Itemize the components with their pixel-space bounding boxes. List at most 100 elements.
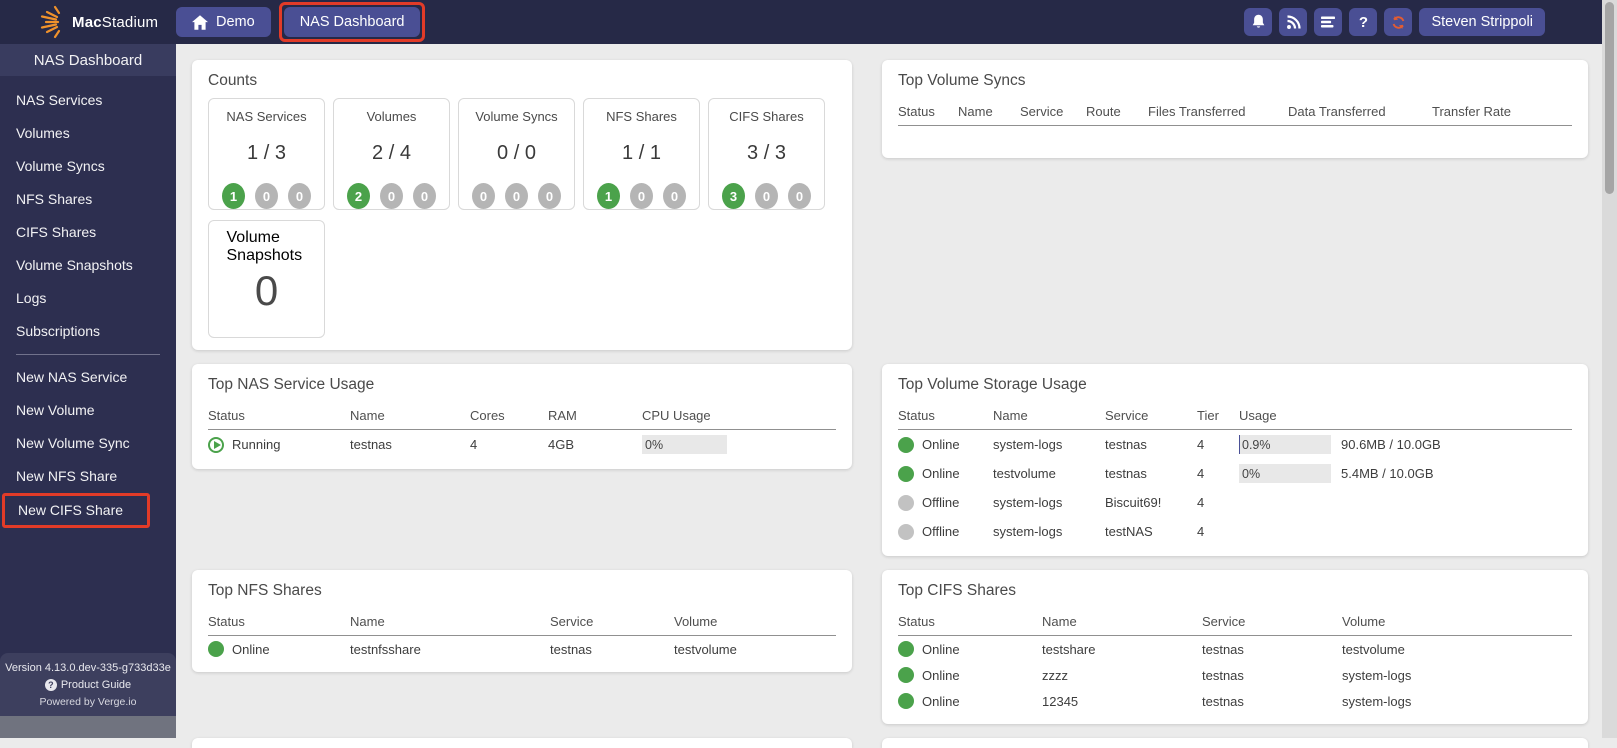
top-cifs-shares-panel: Top CIFS Shares Status Name Service Volume … (882, 570, 1588, 724)
column-header[interactable]: CPU Usage (642, 408, 711, 423)
column-header[interactable]: Usage (1239, 408, 1277, 423)
table-row[interactable]: Online 12345 testnas system-logs (898, 688, 1572, 714)
sidebar-item[interactable]: NFS Shares (16, 191, 93, 207)
nfs-shares-header: Status Name Service Volume (208, 608, 836, 636)
status-icon (898, 667, 914, 683)
nav-tabs: Demo NAS Dashboard (176, 2, 426, 42)
status-icon (898, 523, 914, 540)
nas-usage-body: Running testnas 4 4GB 0% (208, 430, 836, 459)
count-badge: 0 (472, 183, 495, 209)
column-header[interactable]: Status (898, 104, 935, 119)
table-row[interactable]: Offline system-logs testNAS 4 (898, 517, 1572, 546)
sidebar-item[interactable]: Subscriptions (16, 323, 101, 339)
status-icon (898, 494, 914, 511)
sidebar: NAS Dashboard NAS Services Volumes Volume … (0, 44, 176, 738)
table-row[interactable]: Online zzzz testnas system-logs (898, 662, 1572, 688)
nav-right-actions: ? Steven Strippoli (1244, 8, 1545, 36)
status-icon (898, 465, 914, 482)
sidebar-action-item[interactable]: New NAS Service (16, 369, 128, 385)
column-header[interactable]: Service (1105, 408, 1149, 423)
sidebar-item[interactable]: CIFS Shares (16, 224, 97, 240)
column-header[interactable]: Files Transferred (1148, 104, 1246, 119)
brand-text: MacStadium (72, 13, 159, 31)
sidebar-nav-items: NAS Services Volumes Volume Syncs NFS Share… (0, 84, 176, 348)
count-card[interactable]: NFS Shares 1 / 1 1 0 0 (583, 98, 700, 210)
starburst-icon (38, 5, 68, 39)
column-header[interactable]: Data Transferred (1288, 104, 1386, 119)
count-card[interactable]: Volumes 2 / 4 2 0 0 (333, 98, 450, 210)
column-header[interactable]: Name (350, 408, 385, 423)
next-panel-edge-right (882, 738, 1588, 748)
column-header[interactable]: Status (208, 408, 245, 423)
column-header[interactable]: Service (1020, 104, 1064, 119)
top-cifs-shares-title: Top CIFS Shares (898, 582, 1017, 599)
table-row[interactable]: Online testnfsshare testnas testvolume (208, 636, 836, 662)
count-card[interactable]: Volume Syncs 0 / 0 0 0 0 (458, 98, 575, 210)
table-row[interactable]: Online testshare testnas testvolume (898, 636, 1572, 662)
column-header[interactable]: Tier (1197, 408, 1219, 423)
sidebar-bottom-strip (0, 716, 176, 738)
count-badge: 1 (597, 183, 620, 209)
table-row[interactable]: Online testvolume testnas 4 0% 5.4MB / 1… (898, 459, 1572, 488)
sidebar-action-item[interactable]: New CIFS Share (2, 493, 150, 528)
sidebar-item[interactable]: Volumes (16, 125, 70, 141)
column-header[interactable]: Name (993, 408, 1028, 423)
sidebar-action-items: New NAS Service New Volume New Volume Sync… (0, 361, 176, 528)
column-header[interactable]: Volume (674, 614, 718, 629)
cifs-shares-body: Online testshare testnas testvolume Onli… (898, 636, 1572, 714)
column-header[interactable]: Name (350, 614, 385, 629)
table-row[interactable]: Online system-logs testnas 4 0.9% 90.6MB… (898, 430, 1572, 459)
help-button[interactable]: ? (1349, 8, 1378, 36)
sidebar-item[interactable]: Volume Snapshots (16, 257, 133, 273)
refresh-button[interactable] (1384, 8, 1413, 36)
count-badge: 0 (505, 183, 528, 209)
top-volume-syncs-panel: Top Volume Syncs Status Name Service Route F… (882, 60, 1588, 158)
feed-button[interactable] (1279, 8, 1308, 36)
volume-snapshots-card[interactable]: Volume Snapshots 0 (208, 220, 325, 338)
column-header[interactable]: RAM (548, 408, 577, 423)
column-header[interactable]: Service (550, 614, 594, 629)
usage-size-text: 5.4MB / 10.0GB (1341, 466, 1434, 481)
rss-icon (1286, 14, 1301, 30)
count-card[interactable]: CIFS Shares 3 / 3 3 0 0 (708, 98, 825, 210)
counts-cards-row: NAS Services 1 / 3 1 0 0 Volumes 2 / 4 2… (208, 98, 836, 210)
notifications-button[interactable] (1244, 8, 1273, 36)
top-nas-service-usage-panel: Top NAS Service Usage Status Name Cores RAM… (192, 364, 852, 469)
table-row[interactable]: Offline system-logs Biscuit69! 4 (898, 488, 1572, 517)
column-header[interactable]: Name (1042, 614, 1077, 629)
column-header[interactable]: Volume (1342, 614, 1386, 629)
sidebar-action-item[interactable]: New Volume (16, 402, 95, 418)
column-header[interactable]: Status (208, 614, 245, 629)
column-header[interactable]: Status (898, 408, 935, 423)
version-text: Version 4.13.0.dev-335-g733d33e (5, 662, 171, 674)
demo-home-button[interactable]: Demo (176, 7, 271, 37)
system-status-button[interactable] (1314, 8, 1343, 36)
sidebar-action-item[interactable]: New Volume Sync (16, 435, 130, 451)
sidebar-action-item[interactable]: New NFS Share (16, 468, 118, 484)
column-header[interactable]: Route (1086, 104, 1121, 119)
column-header[interactable]: Transfer Rate (1432, 104, 1511, 119)
usage-size-text: 90.6MB / 10.0GB (1341, 437, 1441, 452)
servers-icon (1320, 15, 1336, 29)
count-card[interactable]: NAS Services 1 / 3 1 0 0 (208, 98, 325, 210)
column-header[interactable]: Service (1202, 614, 1246, 629)
volume-storage-body: Online system-logs testnas 4 0.9% 90.6MB… (898, 430, 1572, 546)
sidebar-item[interactable]: Volume Syncs (16, 158, 105, 174)
user-menu-button[interactable]: Steven Strippoli (1419, 8, 1545, 36)
column-header[interactable]: Status (898, 614, 935, 629)
nfs-shares-body: Online testnfsshare testnas testvolume (208, 636, 836, 662)
scrollbar-thumb[interactable] (1605, 2, 1614, 194)
macstadium-logo: MacStadium (38, 5, 158, 39)
nas-dashboard-tab[interactable]: NAS Dashboard (283, 7, 421, 37)
volume-syncs-header: Status Name Service Route Files Transferred D… (898, 98, 1572, 126)
scrollbar-track[interactable] (1602, 0, 1617, 738)
table-row[interactable]: Running testnas 4 4GB 0% (208, 430, 836, 459)
count-badge: 0 (380, 183, 403, 209)
product-guide-link[interactable]: ? Product Guide (4, 679, 172, 691)
column-header[interactable]: Cores (470, 408, 505, 423)
column-header[interactable]: Name (958, 104, 993, 119)
count-badge: 0 (755, 183, 778, 209)
refresh-icon (1391, 15, 1406, 30)
sidebar-item[interactable]: NAS Services (16, 92, 103, 108)
sidebar-item[interactable]: Logs (16, 290, 47, 306)
